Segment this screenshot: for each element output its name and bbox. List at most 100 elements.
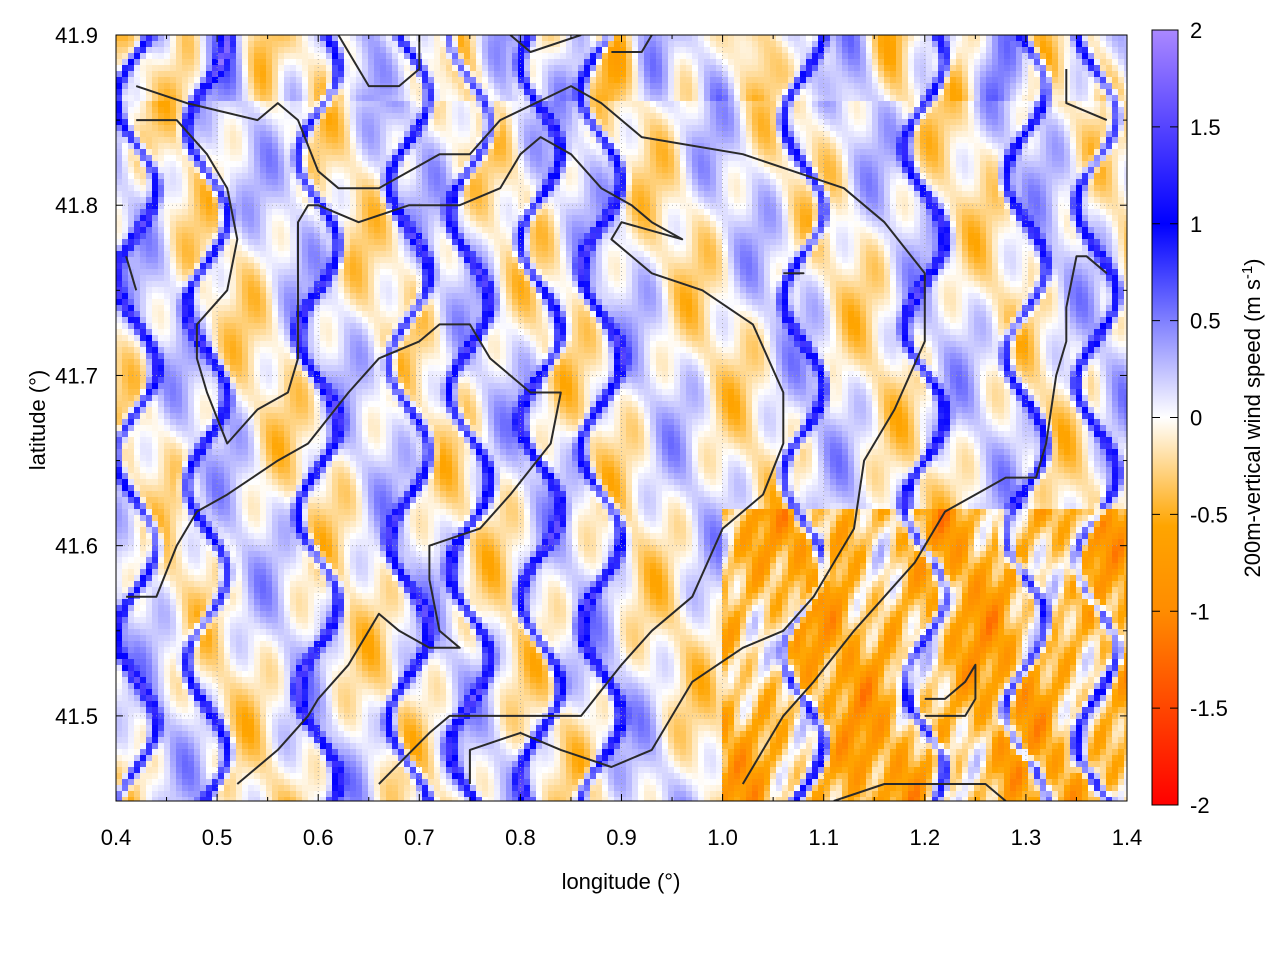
heatmap-cell [878, 173, 885, 180]
heatmap-cell [1112, 143, 1119, 150]
heatmap-cell [374, 209, 381, 216]
heatmap-cell [722, 185, 729, 192]
heatmap-cell [308, 185, 315, 192]
heatmap-cell [266, 71, 273, 78]
heatmap-cell [398, 137, 405, 144]
heatmap-cell [776, 119, 783, 126]
heatmap-cell [1034, 71, 1041, 78]
heatmap-cell [212, 35, 219, 42]
heatmap-cell [626, 83, 633, 90]
heatmap-cell [524, 83, 531, 90]
heatmap-cell [560, 65, 567, 72]
heatmap-cell [1124, 185, 1127, 192]
heatmap-cell [626, 161, 633, 168]
heatmap-cell [1094, 95, 1101, 102]
heatmap-cell [134, 95, 141, 102]
heatmap-cell [242, 143, 249, 150]
heatmap-cell [1010, 131, 1017, 138]
heatmap-cell [596, 95, 603, 102]
heatmap-cell [680, 191, 687, 198]
heatmap-cell [590, 35, 597, 42]
heatmap-cell [1052, 179, 1059, 186]
heatmap-cell [206, 149, 213, 156]
heatmap-cell [980, 191, 987, 198]
heatmap-cell [668, 47, 675, 54]
heatmap-cell [884, 35, 891, 42]
heatmap-cell [758, 191, 765, 198]
heatmap-cell [1058, 47, 1065, 54]
heatmap-cell [1106, 191, 1113, 198]
heatmap-cell [476, 35, 483, 42]
heatmap-cell [530, 185, 537, 192]
heatmap-cell [902, 161, 909, 168]
heatmap-cell [458, 95, 465, 102]
heatmap-cell [140, 203, 147, 210]
heatmap-cell [794, 167, 801, 174]
heatmap-cell [326, 179, 333, 186]
heatmap-cell [698, 95, 705, 102]
heatmap-cell [722, 41, 729, 48]
heatmap-cell [182, 89, 189, 96]
heatmap-cell [284, 167, 291, 174]
heatmap-cell [476, 143, 483, 150]
heatmap-cell [1010, 71, 1017, 78]
heatmap-cell [656, 155, 663, 162]
heatmap-cell [908, 83, 915, 90]
heatmap-cell [944, 53, 951, 60]
heatmap-cell [236, 95, 243, 102]
heatmap-cell [242, 71, 249, 78]
heatmap-cell [440, 59, 447, 66]
heatmap-cell [536, 149, 543, 156]
heatmap-cell [518, 53, 525, 60]
heatmap-cell [416, 161, 423, 168]
heatmap-cell [338, 137, 345, 144]
heatmap-cell [866, 179, 873, 186]
heatmap-cell [590, 119, 597, 126]
heatmap-cell [614, 107, 621, 114]
heatmap-cell [668, 95, 675, 102]
heatmap-cell [416, 167, 423, 174]
heatmap-cell [200, 131, 207, 138]
heatmap-cell [710, 35, 717, 42]
heatmap-cell [386, 203, 393, 210]
heatmap-cell [950, 41, 957, 48]
heatmap-cell [572, 197, 579, 204]
heatmap-cell [122, 89, 129, 96]
heatmap-cell [1082, 137, 1089, 144]
heatmap-cell [1052, 167, 1059, 174]
heatmap-cell [794, 143, 801, 150]
heatmap-cell [482, 35, 489, 42]
heatmap-cell [938, 155, 945, 162]
heatmap-cell [728, 35, 735, 42]
heatmap-cell [554, 131, 561, 138]
heatmap-cell [692, 137, 699, 144]
heatmap-cell [164, 167, 171, 174]
heatmap-cell [134, 41, 141, 48]
heatmap-cell [1082, 161, 1089, 168]
heatmap-cell [866, 53, 873, 60]
heatmap-cell [578, 203, 585, 210]
heatmap-cell [404, 191, 411, 198]
heatmap-cell [1070, 65, 1077, 72]
heatmap-cell [878, 47, 885, 54]
heatmap-cell [458, 53, 465, 60]
heatmap-cell [608, 209, 615, 216]
heatmap-cell [500, 161, 507, 168]
heatmap-cell [770, 125, 777, 132]
heatmap-cell [836, 197, 843, 204]
heatmap-cell [974, 119, 981, 126]
heatmap-cell [1124, 173, 1127, 180]
heatmap-cell [368, 209, 375, 216]
heatmap-cell [140, 65, 147, 72]
heatmap-cell [956, 77, 963, 84]
heatmap-cell [548, 209, 555, 216]
heatmap-cell [500, 101, 507, 108]
heatmap-cell [338, 95, 345, 102]
heatmap-cell [806, 161, 813, 168]
heatmap-cell [122, 53, 129, 60]
heatmap-cell [1034, 107, 1041, 114]
heatmap-cell [302, 119, 309, 126]
heatmap-cell [962, 197, 969, 204]
heatmap-cell [404, 179, 411, 186]
heatmap-cell [284, 77, 291, 84]
